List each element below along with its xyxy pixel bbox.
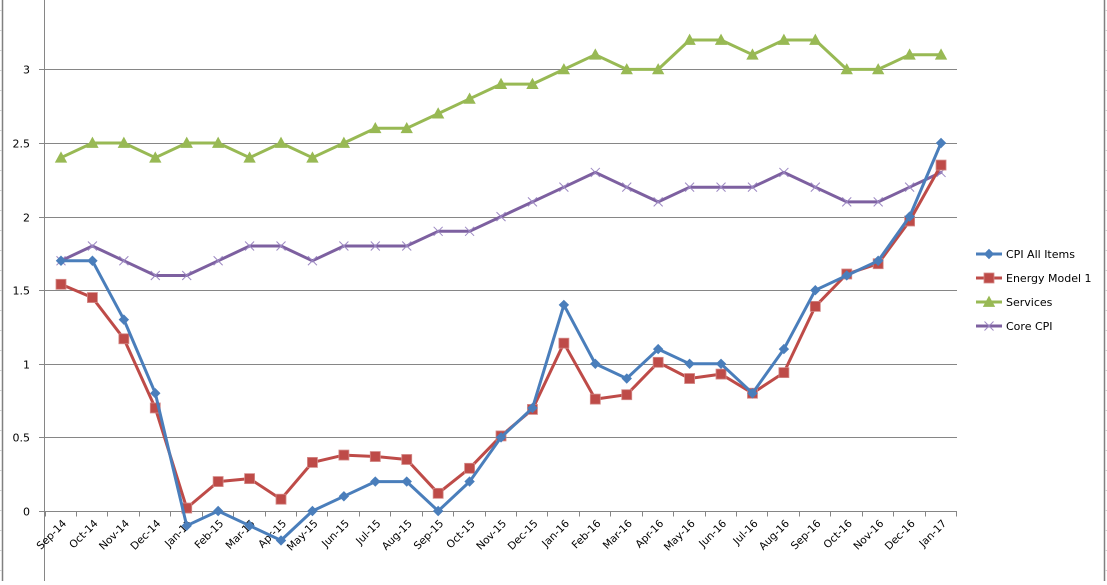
y-tick-label: 0 — [23, 506, 30, 519]
x-tick-label: Mar-16 — [601, 517, 635, 551]
y-tick-label: 2.5 — [13, 138, 31, 151]
x-tick-label: Jan-16 — [539, 517, 572, 550]
legend-item-services[interactable]: Services — [976, 295, 1053, 309]
triangle-marker-icon — [982, 295, 996, 307]
y-tick-label: 2 — [23, 212, 30, 225]
x-tick-label: Sep-14 — [35, 517, 70, 552]
gridlines — [44, 69, 957, 438]
series-services[interactable] — [54, 33, 948, 163]
square-marker-icon — [983, 272, 995, 284]
diamond-marker-icon — [983, 248, 995, 260]
x-tick-label: Jun-15 — [319, 518, 352, 551]
y-axis: 0 0.5 1 1.5 2 2.5 3 — [13, 0, 45, 581]
x-tick-label: Feb-15 — [193, 518, 227, 552]
x-tick-label: Nov-14 — [97, 517, 132, 552]
x-tick-label: Aug-16 — [757, 517, 792, 552]
x-tick-label: Dec-15 — [506, 518, 541, 553]
x-tick-label: Sep-16 — [789, 517, 824, 552]
legend-item-cpi-all-items[interactable]: CPI All Items — [976, 248, 1075, 261]
x-tick-label: Jun-16 — [696, 517, 729, 550]
x-tick-label: Nov-15 — [474, 518, 509, 553]
legend-label: Core CPI — [1006, 320, 1053, 333]
x-tick-label: May-15 — [285, 518, 321, 554]
x-tick-label: Jul-15 — [353, 518, 383, 548]
legend-item-core-cpi[interactable]: Core CPI — [976, 320, 1053, 333]
legend-label: CPI All Items — [1006, 248, 1075, 261]
x-tick-label: Oct-16 — [821, 517, 855, 551]
x-marker-icon — [984, 321, 994, 331]
x-tick-label: Oct-15 — [444, 518, 477, 551]
series-cpi-all-items[interactable] — [55, 137, 947, 546]
series-core-cpi[interactable] — [56, 167, 946, 281]
x-tick-label: Jul-16 — [730, 517, 761, 548]
legend-item-energy-model-1[interactable]: Energy Model 1 — [976, 272, 1092, 285]
legend-label: Services — [1006, 296, 1053, 309]
y-tick-label: 1 — [23, 359, 30, 372]
x-tick-label: Feb-16 — [570, 517, 604, 551]
x-tick-label: Dec-14 — [128, 517, 163, 552]
x-tick-label: Nov-16 — [851, 517, 886, 552]
legend[interactable]: CPI All Items Energy Model 1 Services Core … — [976, 248, 1092, 333]
y-tick-label: 3 — [23, 64, 30, 77]
x-tick-label: Aug-15 — [380, 518, 415, 553]
series-energy-model-1[interactable] — [55, 159, 947, 514]
y-tick-label: 0.5 — [13, 432, 31, 445]
plot-series — [54, 33, 948, 546]
x-tick-label: Dec-16 — [883, 517, 918, 552]
x-tick-label: May-16 — [662, 517, 698, 553]
legend-label: Energy Model 1 — [1006, 272, 1092, 285]
y-tick-label: 1.5 — [13, 285, 31, 298]
x-tick-label: Jan-17 — [916, 518, 949, 551]
x-tick-label: Sep-15 — [412, 518, 447, 553]
x-tick-label: Oct-14 — [67, 517, 101, 551]
